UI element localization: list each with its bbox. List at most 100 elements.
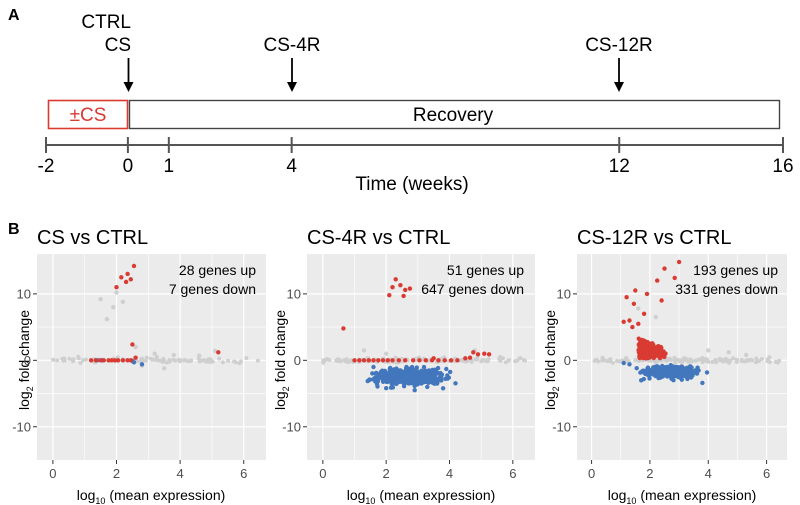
point-up-regulated bbox=[88, 358, 94, 363]
timepoint-arrows bbox=[123, 58, 624, 92]
point-down-regulated bbox=[398, 368, 403, 373]
point-not-significant bbox=[592, 358, 597, 363]
point-up-regulated bbox=[643, 353, 649, 359]
point-not-significant bbox=[726, 350, 731, 355]
treatment-box-label: ±CS bbox=[70, 105, 107, 126]
point-not-significant bbox=[498, 358, 503, 363]
point-up-regulated bbox=[352, 358, 357, 363]
plot-cs-4r-vs-ctrl: CS-4R vs CTRL log2 fold change 51 genes … bbox=[272, 227, 535, 505]
point-not-significant bbox=[143, 358, 148, 363]
point-not-significant bbox=[177, 359, 182, 364]
point-up-regulated bbox=[647, 347, 652, 352]
time-tick-label: 4 bbox=[286, 156, 297, 177]
point-up-regulated bbox=[125, 358, 130, 363]
point-down-regulated bbox=[645, 366, 650, 371]
point-not-significant bbox=[633, 358, 638, 363]
point-up-regulated bbox=[390, 285, 395, 290]
point-down-regulated bbox=[427, 376, 432, 381]
point-up-regulated bbox=[644, 291, 650, 297]
point-down-regulated bbox=[382, 369, 387, 374]
x-tick-label: 0 bbox=[588, 466, 595, 481]
point-down-regulated bbox=[425, 370, 430, 375]
point-not-significant bbox=[754, 356, 759, 361]
point-not-significant bbox=[76, 354, 81, 359]
point-up-regulated bbox=[633, 288, 638, 293]
point-not-significant bbox=[596, 359, 601, 364]
plot-2-ylabel: log2 fold change bbox=[272, 310, 291, 410]
point-up-regulated bbox=[341, 326, 346, 331]
plot-2-annotation-up: 51 genes up bbox=[447, 262, 524, 278]
point-up-regulated bbox=[114, 285, 119, 290]
point-down-regulated bbox=[370, 371, 375, 376]
ctrl-label: CTRL bbox=[81, 12, 131, 33]
point-down-regulated bbox=[647, 376, 652, 381]
point-up-regulated bbox=[672, 275, 677, 281]
point-up-regulated bbox=[101, 358, 107, 363]
point-up-regulated bbox=[376, 358, 381, 363]
recovery-box bbox=[128, 99, 781, 130]
x-tick-label: 4 bbox=[446, 466, 453, 481]
plot-3-xlabel: log10 (mean expression) bbox=[608, 487, 757, 505]
point-not-significant bbox=[706, 348, 711, 353]
plot-1-grid bbox=[37, 254, 266, 460]
point-up-regulated bbox=[486, 352, 492, 357]
point-down-regulated bbox=[414, 377, 419, 383]
point-not-significant bbox=[713, 357, 718, 362]
point-not-significant bbox=[700, 359, 705, 364]
point-not-significant bbox=[749, 357, 753, 362]
point-not-significant bbox=[98, 297, 103, 302]
point-not-significant bbox=[162, 366, 167, 371]
point-up-regulated bbox=[120, 358, 126, 363]
point-down-regulated bbox=[398, 372, 403, 378]
point-up-regulated bbox=[463, 356, 468, 361]
point-not-significant bbox=[238, 359, 243, 364]
point-not-significant bbox=[343, 358, 348, 363]
point-up-regulated bbox=[655, 278, 660, 283]
point-not-significant bbox=[653, 314, 658, 320]
point-down-regulated bbox=[388, 365, 393, 371]
point-up-regulated bbox=[403, 358, 408, 363]
point-not-significant bbox=[78, 361, 83, 365]
point-down-regulated bbox=[679, 373, 684, 378]
point-not-significant bbox=[615, 359, 619, 363]
point-down-regulated bbox=[430, 373, 435, 378]
plot-3-ylabel: log2 fold change bbox=[542, 310, 561, 410]
point-down-regulated bbox=[665, 367, 671, 372]
point-down-regulated bbox=[643, 371, 648, 377]
plot-1-axes: 0 2 4 6 -10 0 10 bbox=[12, 286, 247, 481]
point-down-regulated bbox=[433, 379, 438, 384]
point-down-regulated bbox=[421, 364, 427, 370]
point-down-regulated bbox=[372, 375, 378, 380]
point-up-regulated bbox=[649, 350, 655, 355]
plot-3-annotation-down: 331 genes down bbox=[675, 281, 778, 297]
point-down-regulated bbox=[401, 384, 407, 389]
point-not-significant bbox=[683, 357, 688, 362]
x-tick-label: 0 bbox=[319, 466, 326, 481]
point-not-significant bbox=[171, 352, 176, 358]
x-tick-label: 0 bbox=[49, 466, 56, 481]
point-down-regulated bbox=[688, 375, 694, 380]
point-down-regulated bbox=[139, 362, 145, 367]
plot-1-ylabel: log2 fold change bbox=[16, 310, 35, 410]
point-not-significant bbox=[111, 305, 116, 310]
plot-3-points bbox=[592, 259, 782, 386]
point-not-significant bbox=[767, 360, 772, 365]
y-tick-label: 10 bbox=[557, 286, 571, 301]
point-up-regulated bbox=[128, 277, 133, 282]
point-up-regulated bbox=[645, 340, 650, 345]
point-not-significant bbox=[161, 358, 166, 363]
point-up-regulated bbox=[112, 358, 118, 363]
point-up-regulated bbox=[130, 342, 135, 347]
point-not-significant bbox=[335, 357, 340, 362]
point-down-regulated bbox=[426, 380, 431, 385]
y-tick-label: 0 bbox=[564, 353, 571, 368]
point-not-significant bbox=[120, 299, 126, 304]
point-not-significant bbox=[55, 358, 60, 363]
point-down-regulated bbox=[660, 368, 666, 373]
point-down-regulated bbox=[414, 365, 419, 370]
point-not-significant bbox=[700, 356, 705, 360]
point-not-significant bbox=[475, 357, 480, 362]
point-not-significant bbox=[731, 356, 736, 361]
point-not-significant bbox=[689, 359, 694, 364]
point-not-significant bbox=[728, 358, 733, 363]
